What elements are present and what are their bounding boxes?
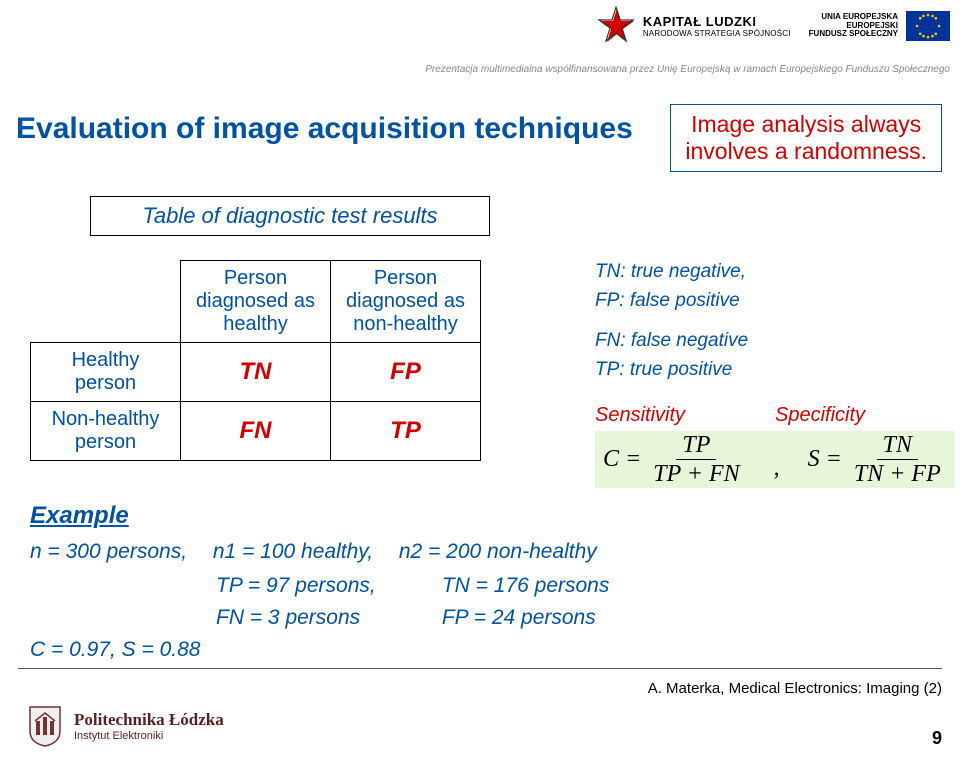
randomness-box: Image analysis always involves a randomn…: [670, 104, 942, 172]
randomness-line2: involves a randomness.: [685, 138, 927, 165]
example-heading: Example: [30, 502, 662, 530]
def-tp: TP: true positive: [595, 356, 748, 385]
example-fp: FP = 24 persons: [442, 606, 662, 630]
kl-title: KAPITAŁ LUDZKI: [643, 14, 791, 29]
definitions: TN: true negative, FP: false positive FN…: [595, 258, 748, 384]
table-caption: Table of diagnostic test results: [90, 196, 490, 236]
funding-note: Prezentacja multimedialna współfinansowa…: [425, 64, 950, 75]
formula-c: C = TPTP + FN: [603, 433, 746, 486]
pl-name: Politechnika Łódzka: [74, 710, 224, 730]
formula-comma: ,: [774, 455, 780, 486]
row-header-healthy: Healthy person: [31, 343, 181, 402]
cell-fn: FN: [181, 402, 331, 461]
kl-subtitle: NARODOWA STRATEGIA SPÓJNOŚCI: [643, 29, 791, 38]
example-block: Example n = 300 persons, n1 = 100 health…: [30, 502, 662, 662]
formula-s: S = TNTN + FP: [808, 433, 947, 486]
cell-tn: TN: [181, 343, 331, 402]
table-caption-wrap: Table of diagnostic test results: [90, 196, 490, 236]
example-n2: n2 = 200 non-healthy: [399, 540, 597, 563]
formula-row: C = TPTP + FN , S = TNTN + FP: [595, 431, 955, 488]
politechnika-logo: Politechnika Łódzka Instytut Elektroniki: [26, 705, 224, 747]
example-n: n = 300 persons,: [30, 540, 187, 563]
example-tn: TN = 176 persons: [442, 574, 662, 598]
example-tp: TP = 97 persons,: [216, 574, 436, 598]
example-fn: FN = 3 persons: [216, 606, 436, 630]
col-header-nonhealthy: Person diagnosed as non-healthy: [331, 261, 481, 343]
def-fp: FP: false positive: [595, 287, 748, 316]
example-cs: C = 0.97, S = 0.88: [30, 638, 662, 662]
footer-rule: [18, 668, 942, 669]
eu-logo-block: UNIA EUROPEJSKA EUROPEJSKI FUNDUSZ SPOŁE…: [809, 11, 950, 41]
kl-star-icon: [597, 6, 637, 46]
cell-fp: FP: [331, 343, 481, 402]
example-n1: n1 = 100 healthy,: [213, 540, 373, 563]
sensitivity-label: Sensitivity: [595, 404, 685, 427]
eu-flag-icon: [906, 11, 950, 41]
header-logos: KAPITAŁ LUDZKI NARODOWA STRATEGIA SPÓJNO…: [597, 6, 950, 46]
footer-attribution: A. Materka, Medical Electronics: Imaging…: [648, 680, 942, 697]
row-header-nonhealthy: Non-healthyperson: [31, 402, 181, 461]
page-title: Evaluation of image acquisition techniqu…: [16, 112, 633, 146]
def-tn: TN: true negative,: [595, 258, 748, 287]
cell-tp: TP: [331, 402, 481, 461]
page-number: 9: [932, 728, 942, 749]
pl-shield-icon: [26, 705, 64, 747]
kapital-ludzki-logo: KAPITAŁ LUDZKI NARODOWA STRATEGIA SPÓJNO…: [597, 6, 791, 46]
def-fn: FN: false negative: [595, 327, 748, 356]
diagnostic-table: Person diagnosed as healthy Person diagn…: [30, 260, 481, 461]
sensitivity-specificity: Sensitivity Specificity C = TPTP + FN , …: [595, 404, 955, 488]
randomness-line1: Image analysis always: [685, 111, 927, 138]
col-header-healthy: Person diagnosed as healthy: [181, 261, 331, 343]
specificity-label: Specificity: [775, 404, 865, 427]
ue-line3: FUNDUSZ SPOŁECZNY: [809, 30, 898, 38]
pl-sub: Instytut Elektroniki: [74, 730, 224, 742]
